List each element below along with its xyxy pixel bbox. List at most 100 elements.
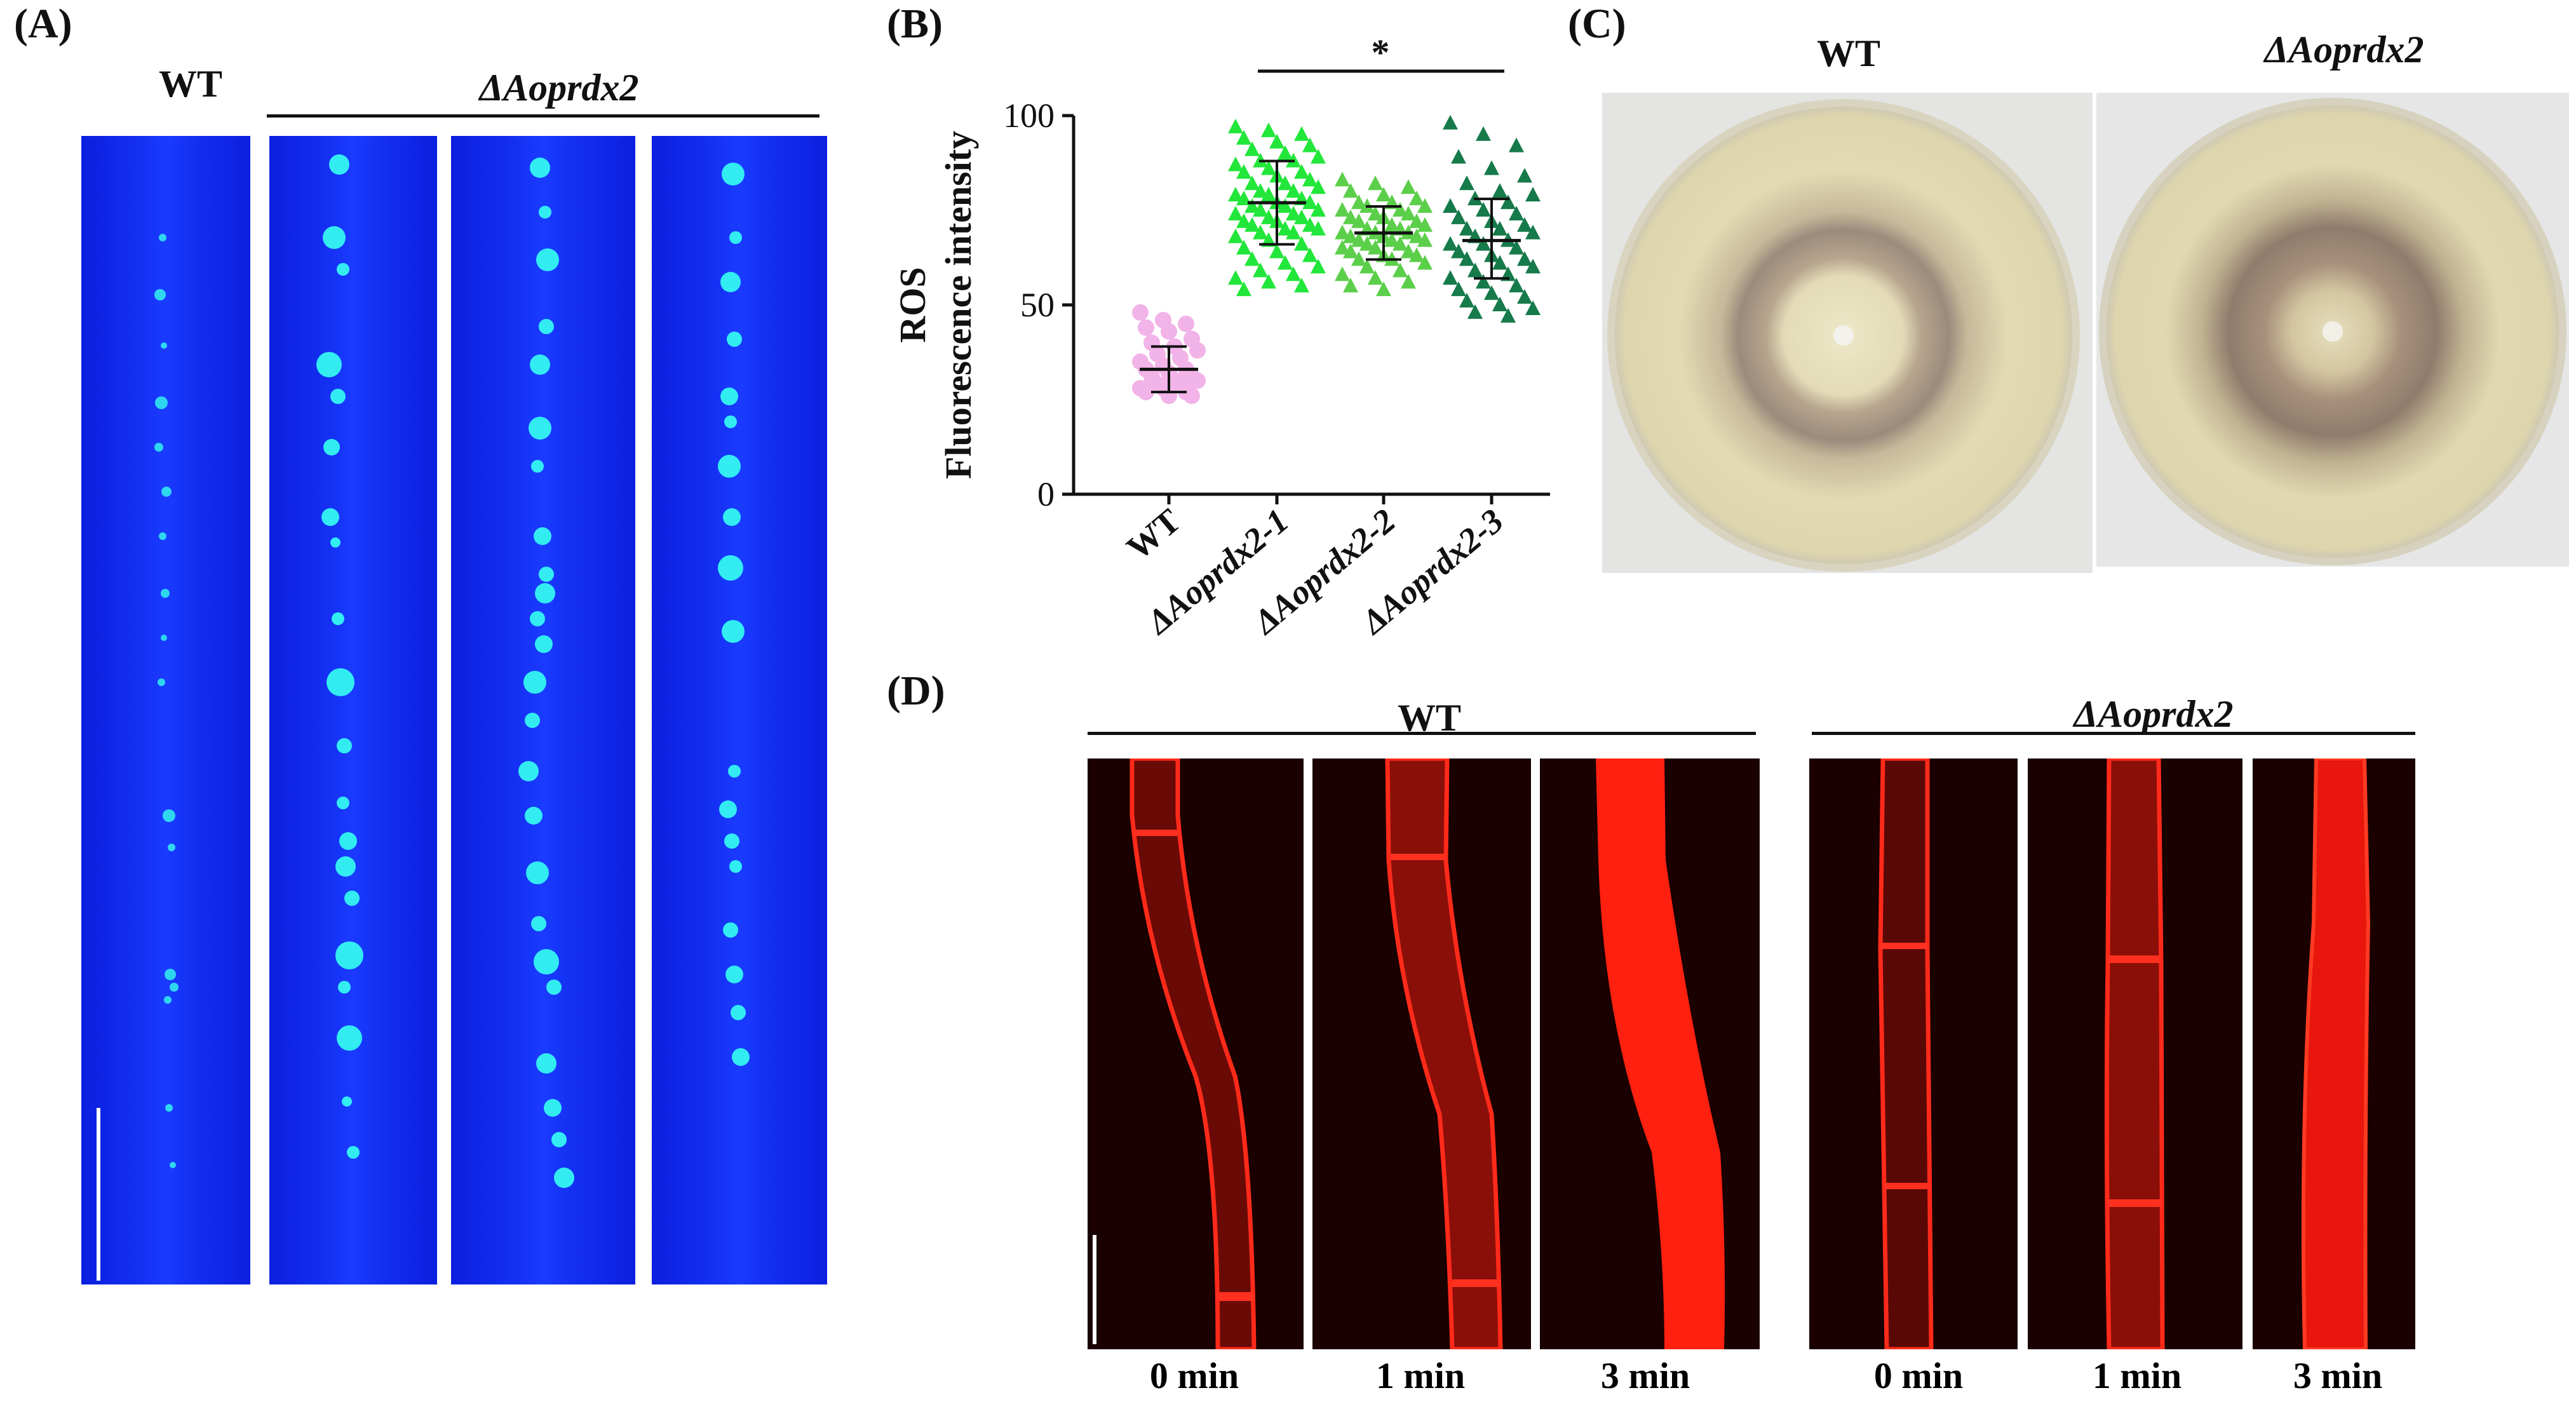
data-point [1368, 175, 1383, 191]
data-point [1236, 213, 1251, 228]
panel-a-mutant-hyphae-image-1 [269, 136, 437, 1284]
data-point [1484, 160, 1499, 175]
data-point [1302, 194, 1318, 210]
panel-d-wt-3min-image [1540, 758, 1760, 1349]
data-point [1228, 118, 1243, 133]
panel-d-time-label-wt-0: 0 min [1149, 1355, 1239, 1396]
panel-d-letter: (D) [887, 668, 945, 714]
y-axis-label-line1: ROS [892, 267, 933, 342]
data-point [1517, 251, 1532, 266]
data-point [1500, 307, 1516, 323]
data-point [1517, 217, 1532, 232]
x-tick-label: WT [1119, 501, 1188, 567]
data-point [1509, 137, 1524, 152]
data-point [1286, 224, 1301, 239]
data-point [1343, 278, 1358, 293]
data-point [1335, 239, 1350, 255]
data-point [1278, 145, 1293, 160]
data-point [1294, 236, 1309, 251]
panel-c-letter: (C) [1568, 1, 1626, 47]
data-point [1500, 194, 1516, 210]
data-point [1311, 179, 1326, 194]
data-point [1294, 209, 1309, 224]
panel-a-letter: (A) [14, 1, 72, 47]
data-point [1161, 323, 1177, 340]
panel-a-mutant-hyphae-image-2 [451, 136, 635, 1284]
data-point [1368, 239, 1383, 255]
data-point [1417, 198, 1433, 213]
data-point [1451, 243, 1466, 259]
data-point [1476, 274, 1491, 289]
data-point [1517, 289, 1532, 304]
significance-label: * [1372, 38, 1390, 73]
panel-d-mutant-bracket [1812, 732, 2415, 735]
data-point [1138, 384, 1154, 401]
panel-c-wt-plate-image [1602, 93, 2093, 573]
data-point [1138, 319, 1154, 336]
panel-a-mutant-bracket [267, 114, 819, 118]
data-point [1409, 228, 1424, 243]
data-point [1253, 262, 1268, 278]
data-point [1286, 205, 1301, 220]
data-point [1261, 187, 1276, 202]
data-point [1244, 175, 1260, 191]
data-point [1451, 209, 1466, 224]
data-point [1443, 198, 1458, 213]
panel-d-wt-bracket [1088, 732, 1756, 735]
panel-c-mutant-label: ΔAoprdx2 [2264, 29, 2424, 71]
data-point [1228, 156, 1243, 172]
panel-b-letter: (B) [887, 1, 943, 47]
data-point [1343, 228, 1358, 243]
data-point [1228, 205, 1243, 220]
data-point [1409, 191, 1424, 206]
data-point [1359, 259, 1375, 274]
data-point [1368, 270, 1383, 285]
data-point [1244, 251, 1260, 266]
data-point [1286, 266, 1301, 281]
data-point [1525, 187, 1541, 202]
panel-d-time-label-wt-3: 3 min [1600, 1355, 1690, 1396]
data-point [1278, 198, 1293, 213]
data-point [1236, 281, 1251, 297]
data-point [1253, 224, 1268, 239]
y-tick-label: 0 [1037, 475, 1055, 513]
y-tick-label: 100 [1003, 97, 1055, 135]
panel-a-wt-hyphae-image [81, 136, 250, 1284]
data-point [1253, 202, 1268, 217]
data-point [1351, 232, 1366, 247]
data-point [1459, 175, 1474, 191]
data-point [1467, 262, 1483, 278]
data-point [1525, 224, 1541, 239]
panel-a-mutant-hyphae-image-3 [652, 136, 827, 1284]
data-point [1417, 255, 1433, 270]
panel-a-wt-vesicles [97, 234, 179, 1281]
data-point [1278, 255, 1293, 270]
data-point [1443, 114, 1458, 130]
data-point [1476, 126, 1491, 141]
data-point [1278, 220, 1293, 236]
data-point [1368, 205, 1383, 220]
data-point [1476, 202, 1491, 217]
data-point [1409, 247, 1424, 262]
data-point [1443, 236, 1458, 251]
data-point [1228, 187, 1243, 202]
data-point [1492, 183, 1507, 198]
data-point [1343, 209, 1358, 224]
data-point [1269, 243, 1285, 259]
data-point [1525, 259, 1541, 274]
data-point [1393, 202, 1408, 217]
panel-d-scale-bar [1093, 1235, 1096, 1344]
panel-c-mutant-plate-image [2096, 93, 2569, 567]
data-point [1311, 149, 1326, 164]
data-point [1236, 164, 1251, 179]
data-point [1459, 220, 1474, 236]
data-point [1311, 220, 1326, 236]
panel-d-mutant-3min-image [2253, 758, 2415, 1349]
data-point [1492, 220, 1507, 236]
data-point [1359, 236, 1375, 251]
data-point [1451, 149, 1466, 164]
data-point [1351, 194, 1366, 210]
data-point [1189, 342, 1206, 359]
data-point [1343, 183, 1358, 198]
data-point [1467, 304, 1483, 319]
